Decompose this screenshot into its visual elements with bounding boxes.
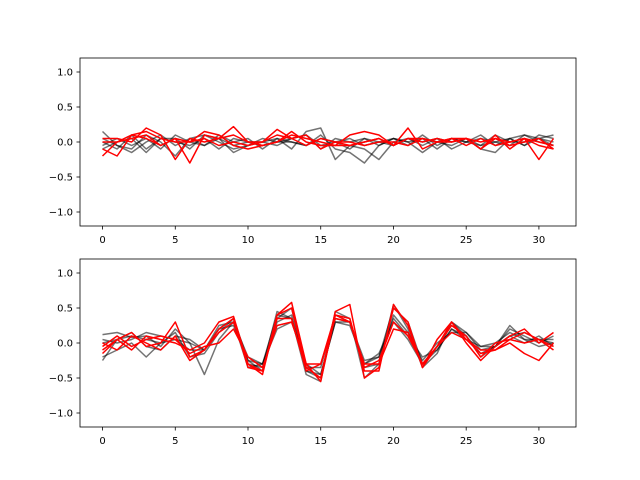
y-tick-label: 0.0 — [57, 339, 73, 350]
x-tick-label: 10 — [242, 235, 255, 246]
y-tick-label: −0.5 — [49, 374, 73, 385]
series-line-gray-2 — [102, 134, 554, 164]
y-tick-label: 0.0 — [57, 138, 73, 149]
y-tick-label: 1.0 — [57, 269, 73, 280]
x-tick-label: 15 — [314, 436, 327, 447]
x-tick-label: 10 — [242, 436, 255, 447]
subplot-bottom: 0 5 10 15 20 25 30 −1.0 −0.5 0.0 0.5 1.0 — [49, 258, 577, 447]
x-tick-label: 5 — [172, 436, 178, 447]
x-tick-label: 0 — [99, 235, 105, 246]
y-tick-label: −1.0 — [49, 208, 73, 219]
series-line-red-8 — [102, 317, 554, 369]
series-line-red-5 — [102, 303, 555, 379]
y-tick-label: 0.5 — [57, 103, 73, 114]
y-tick-label: 1.0 — [57, 68, 73, 79]
series-line-red-6 — [102, 301, 554, 383]
subplot-top: 0 5 10 15 20 25 30 −1.0 −0.5 0.0 0.5 1.0 — [49, 57, 577, 246]
x-tick-label: 30 — [533, 436, 546, 447]
y-tick-label: 0.5 — [57, 304, 73, 315]
x-tick-label: 15 — [314, 235, 327, 246]
x-tick-label: 5 — [172, 235, 178, 246]
x-tick-label: 20 — [387, 436, 400, 447]
x-tick-label: 20 — [387, 235, 400, 246]
x-tick-label: 0 — [99, 436, 105, 447]
series-line-red-7 — [102, 127, 554, 157]
series-line-red-5 — [101, 130, 554, 164]
y-tick-label: −1.0 — [49, 409, 73, 420]
x-tick-label: 30 — [533, 235, 546, 246]
x-tick-label: 25 — [460, 235, 473, 246]
series-line-red-8 — [102, 128, 554, 150]
y-tick-label: −0.5 — [49, 173, 73, 184]
x-tick-label: 25 — [460, 436, 473, 447]
